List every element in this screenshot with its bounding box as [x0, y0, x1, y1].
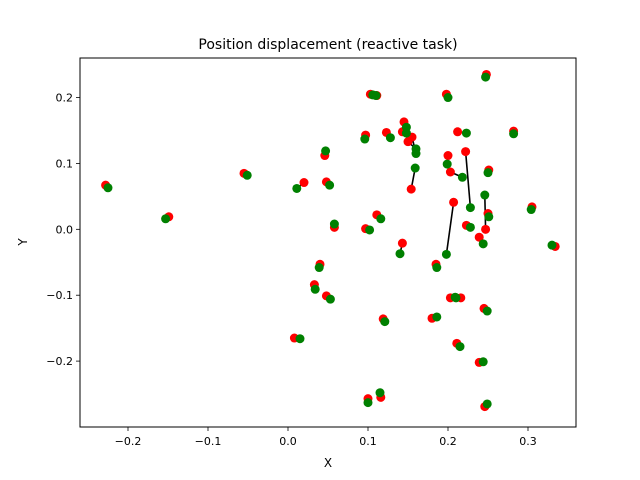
y-tick-label-2: 0.0 [56, 223, 74, 236]
end-point-11 [360, 134, 370, 144]
x-tick-label-2: 0.0 [279, 435, 297, 448]
x-tick-label-5: 0.3 [519, 435, 537, 448]
end-point-40 [481, 72, 491, 82]
start-point-29 [443, 151, 453, 161]
end-point-28 [443, 93, 453, 103]
axes-frame [79, 57, 577, 428]
y-tick-label-0: −0.2 [46, 355, 73, 368]
end-point-26 [432, 312, 442, 322]
end-point-19 [385, 133, 395, 143]
start-point-4 [299, 178, 309, 188]
end-point-45 [483, 168, 493, 178]
y-axis-ticks: −0.2 −0.1 0.0 0.1 0.2 [46, 92, 80, 368]
end-point-0 [103, 183, 113, 193]
end-point-2 [242, 170, 252, 180]
displacement-line-36 [464, 151, 472, 208]
end-point-21 [401, 128, 411, 138]
end-point-1 [161, 214, 171, 224]
end-point-34 [450, 292, 460, 302]
start-point-31 [453, 127, 463, 137]
end-point-27 [432, 263, 442, 273]
end-point-15 [368, 90, 378, 100]
end-point-37 [465, 222, 475, 232]
end-point-3 [295, 334, 305, 344]
end-point-42 [482, 399, 492, 409]
displacement-line-32 [445, 202, 455, 255]
start-point-38 [474, 232, 484, 242]
end-point-39 [478, 357, 488, 367]
x-axis-label: X [324, 456, 332, 470]
end-point-31 [461, 128, 471, 138]
x-tick-label-3: 0.1 [359, 435, 377, 448]
y-axis-label: Y [16, 238, 30, 247]
end-point-46 [509, 129, 519, 139]
end-point-35 [455, 342, 465, 352]
start-point-24 [397, 238, 407, 248]
end-point-6 [314, 263, 324, 273]
x-tick-label-4: 0.2 [439, 435, 457, 448]
end-point-43 [480, 190, 490, 200]
end-point-5 [310, 284, 320, 294]
end-point-10 [329, 219, 339, 229]
end-point-36 [465, 203, 475, 213]
end-point-12 [365, 225, 375, 235]
end-point-38 [478, 239, 488, 249]
y-tick-label-1: −0.1 [46, 289, 73, 302]
end-points [103, 72, 557, 409]
end-point-4 [292, 183, 302, 193]
end-point-41 [482, 306, 492, 316]
x-tick-label-1: −0.1 [195, 435, 222, 448]
start-point-43 [481, 224, 491, 234]
end-point-29 [442, 159, 452, 169]
end-point-9 [325, 294, 335, 304]
x-axis-ticks: −0.2 −0.1 0.0 0.1 0.2 0.3 [115, 427, 537, 448]
start-point-25 [406, 184, 416, 194]
chart-title: Position displacement (reactive task) [198, 37, 457, 53]
plot-marks [101, 69, 560, 412]
y-tick-label-3: 0.1 [56, 157, 74, 170]
end-point-13 [363, 398, 373, 408]
end-point-25 [410, 163, 420, 173]
end-point-44 [484, 212, 494, 222]
end-point-47 [526, 205, 536, 215]
end-point-32 [441, 249, 451, 259]
end-point-8 [325, 180, 335, 190]
end-point-18 [380, 317, 390, 327]
start-point-36 [461, 147, 471, 157]
y-tick-label-4: 0.2 [56, 92, 74, 105]
start-point-32 [449, 197, 459, 207]
end-point-16 [376, 214, 386, 224]
end-point-48 [547, 240, 557, 250]
end-point-30 [457, 172, 467, 182]
end-point-17 [375, 388, 385, 398]
end-point-7 [321, 146, 331, 156]
end-point-23 [411, 149, 421, 159]
start-point-30 [445, 167, 455, 177]
end-point-24 [395, 249, 405, 259]
x-tick-label-0: −0.2 [115, 435, 142, 448]
